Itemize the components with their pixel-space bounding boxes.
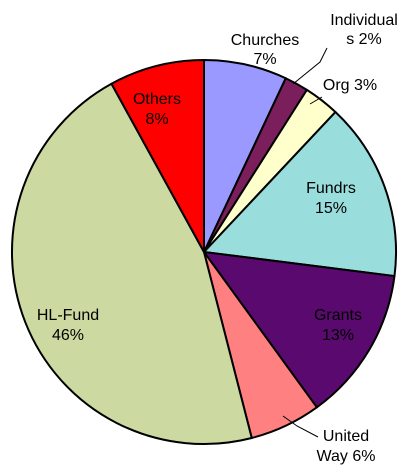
slice-label-line: 13% <box>322 327 354 344</box>
slice-label-line: Others <box>133 91 181 108</box>
slice-label-line: 15% <box>315 200 347 217</box>
slice-label-line: s 2% <box>346 31 382 48</box>
slice-label-line: Fundrs <box>306 180 356 197</box>
slice-label-line: HL-Fund <box>37 307 99 324</box>
slice-label-line: Way 6% <box>317 448 376 465</box>
slice-label-line: 7% <box>253 51 276 68</box>
slice-label-line: Churches <box>231 32 299 49</box>
slice-label-line: United <box>323 428 369 445</box>
slice-label-individuals: Individual s 2% <box>330 12 398 48</box>
slice-label-line: Grants <box>314 307 362 324</box>
slice-label-line: Org 3% <box>323 77 377 94</box>
slice-label-united-way: United Way 6% <box>317 428 376 465</box>
slice-label-line: 8% <box>145 111 168 128</box>
slice-label-line: 46% <box>52 327 84 344</box>
pie-slices <box>12 60 396 444</box>
slice-label-org: Org 3% <box>323 77 377 94</box>
slice-label-line: Individual <box>330 12 398 29</box>
